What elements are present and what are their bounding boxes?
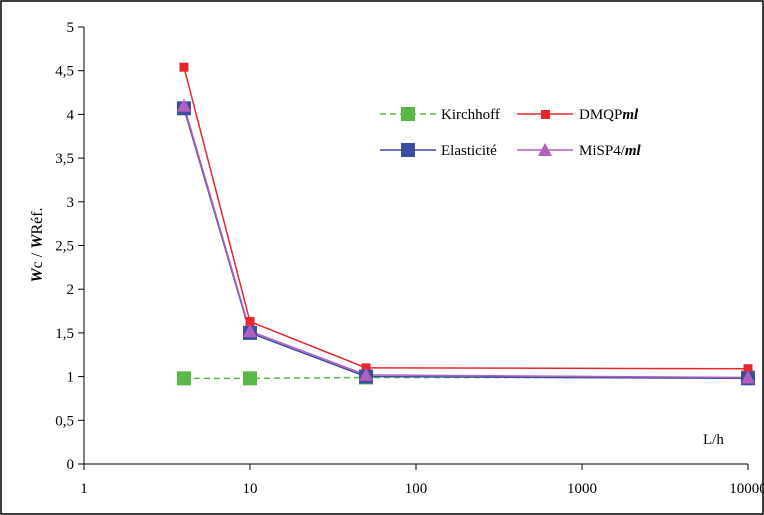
legend-label-dmqp-name: DMQP: [579, 107, 622, 123]
legend-label-misp4: MiSP4/ml: [579, 143, 642, 159]
legend-marker-elasticite: [401, 143, 415, 157]
y-axis-label-sub1: c: [29, 261, 46, 268]
data-point-dmqp: [743, 364, 753, 374]
data-point-misp4: [243, 324, 257, 338]
y-tick-label: 5: [67, 20, 75, 36]
series-layer: [176, 62, 755, 386]
y-tick-label: 2,5: [55, 239, 74, 255]
data-point-kirchhoff: [243, 371, 257, 386]
y-axis-label: Wc / WRéf.: [29, 207, 46, 282]
y-tick-label: 4: [67, 107, 75, 123]
series-line-dmqp: [183, 67, 749, 370]
x-tick-label: 10000: [729, 481, 764, 497]
data-point-misp4: [359, 367, 374, 381]
data-point-dmqp: [179, 62, 189, 72]
x-ticks: 1 10 100 1000 10000: [80, 464, 764, 497]
y-tick-label: 4,5: [55, 64, 74, 80]
y-tick-label: 3: [67, 195, 75, 211]
y-tick-label: 1: [67, 370, 75, 386]
data-point-misp4: [741, 370, 755, 384]
legend-label-elasticite: Elasticité: [441, 143, 497, 159]
data-point-misp4: [176, 98, 191, 112]
y-axis-label-w2: W: [29, 233, 46, 249]
legend-label-misp4-suffix: ml: [625, 143, 642, 159]
y-tick-label: 1,5: [55, 326, 74, 342]
x-tick-label: 1000: [567, 481, 597, 497]
legend-label-misp4-name: MiSP4/: [579, 143, 626, 159]
legend-entry-kirchhoff: Kirchhoff: [380, 107, 500, 123]
legend-entry-dmqp: DMQPml: [517, 107, 639, 123]
y-ticks: 0 0,5 1 1,5 2 2,5 3 3,5 4 4,5 5: [55, 20, 84, 473]
series-line-misp4: [183, 105, 749, 379]
legend-marker-misp4: [538, 143, 552, 156]
legend: Kirchhoff DMQPml Elasticité MiSP4/ml: [380, 107, 642, 159]
y-tick-label: 3,5: [55, 151, 74, 167]
legend-label-kirchhoff: Kirchhoff: [441, 107, 500, 123]
data-point-kirchhoff: [176, 371, 191, 386]
legend-label-dmqp-suffix: ml: [622, 107, 639, 123]
data-point-dmqp: [245, 317, 255, 327]
y-tick-label: 0,5: [55, 413, 74, 429]
y-tick-label: 2: [67, 282, 75, 298]
x-tick-label: 1: [80, 481, 88, 497]
x-tick-label: 10: [243, 481, 258, 497]
y-axis-label-sep: /: [29, 249, 46, 261]
legend-entry-misp4: MiSP4/ml: [517, 143, 642, 159]
y-tick-label: 0: [67, 457, 75, 473]
y-axis-label-w1: W: [29, 267, 46, 283]
legend-label-dmqp: DMQPml: [579, 107, 639, 123]
x-tick-label: 100: [405, 481, 428, 497]
y-axis-label-sub2: Réf.: [29, 207, 46, 234]
legend-marker-kirchhoff: [401, 107, 415, 121]
legend-marker-dmqp: [541, 110, 550, 119]
x-axis-label: L/h: [703, 432, 724, 448]
legend-entry-elasticite: Elasticité: [380, 143, 497, 159]
